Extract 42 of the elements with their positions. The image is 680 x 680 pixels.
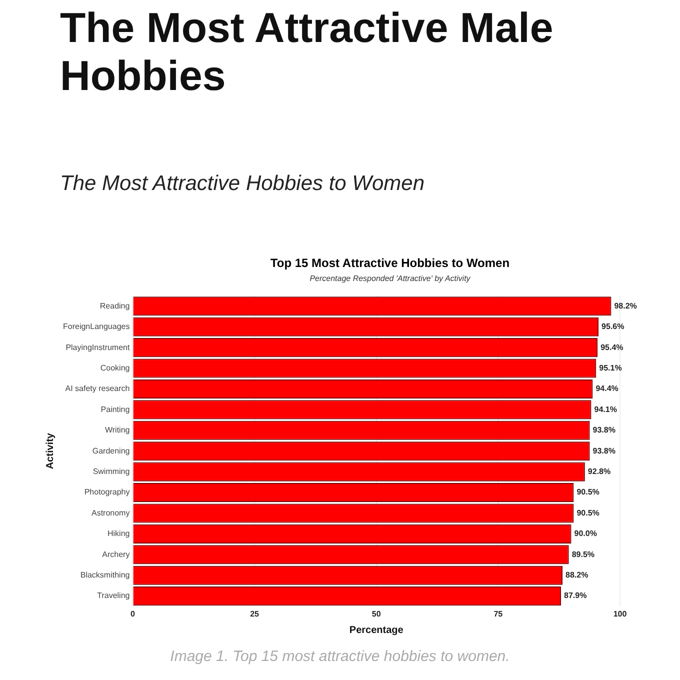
data-label: 94.1%	[594, 404, 617, 414]
data-label: 98.2%	[614, 301, 637, 310]
data-label: 93.8%	[592, 446, 616, 456]
y-tick-label: Hiking	[107, 529, 130, 538]
y-tick-label: Writing	[104, 426, 130, 435]
x-tick-label: 25	[250, 609, 260, 618]
y-tick-label: Swimming	[92, 467, 130, 476]
data-label: 90.5%	[576, 508, 600, 518]
y-tick-label: Blacksmithing	[80, 570, 130, 580]
y-tick-label: Cooking	[100, 363, 130, 372]
x-tick-label: 0	[130, 609, 136, 618]
y-tick-label: Gardening	[92, 446, 130, 456]
y-tick-label: AI safety research	[65, 384, 130, 394]
y-tick-label: PlayingInstrument	[66, 342, 130, 352]
y-tick-label: Reading	[100, 301, 130, 310]
data-label: 93.8%	[592, 426, 616, 435]
text: Percentage Responded 'Attractive' by Activity	[308, 274, 472, 283]
data-label: 90.0%	[574, 529, 597, 538]
text: Image 1. Top 15 most attractive hobbies to women.	[169, 648, 511, 665]
data-label: 87.9%	[564, 591, 587, 600]
data-label: 95.1%	[599, 363, 622, 372]
data-label: 94.4%	[596, 384, 618, 394]
y-tick-label: Astronomy	[91, 508, 130, 518]
data-label: 89.5%	[572, 550, 595, 559]
chart-title: The Most Attractive Male Hobbies	[60, 4, 554, 100]
y-axis-title: Activity	[44, 432, 56, 470]
data-label: 90.5%	[576, 488, 600, 497]
data-label: 88.2%	[566, 570, 588, 580]
data-label: 92.8%	[588, 467, 611, 476]
y-tick-label: Painting	[100, 404, 130, 414]
y-tick-label: Archery	[102, 550, 130, 559]
y-tick-label: Traveling	[97, 591, 130, 600]
y-tick-label: Photography	[84, 488, 130, 497]
x-tick-label: 75	[494, 609, 504, 618]
x-tick-label: 100	[613, 609, 628, 618]
text: Top 15 Most Attractive Hobbies to Women	[269, 256, 511, 270]
chart-subtitle: The Most Attractive Hobbies to Women	[60, 172, 425, 196]
x-tick-label: 50	[372, 609, 382, 618]
data-label: 95.6%	[602, 322, 624, 332]
data-label: 95.4%	[600, 342, 624, 352]
y-tick-label: ForeignLanguages	[63, 322, 130, 332]
x-axis-title: Percentage	[349, 624, 404, 636]
